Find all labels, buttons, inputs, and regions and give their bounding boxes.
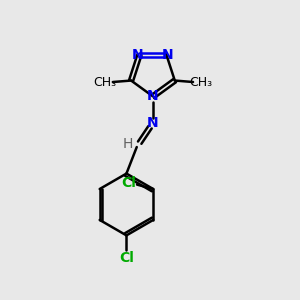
Text: N: N	[147, 116, 159, 130]
Text: CH₃: CH₃	[190, 76, 213, 88]
Text: N: N	[132, 48, 144, 62]
Text: H: H	[122, 137, 133, 151]
Text: N: N	[162, 48, 174, 62]
Text: Cl: Cl	[119, 251, 134, 266]
Text: Cl: Cl	[121, 176, 136, 190]
Text: N: N	[147, 89, 159, 103]
Text: CH₃: CH₃	[93, 76, 116, 88]
